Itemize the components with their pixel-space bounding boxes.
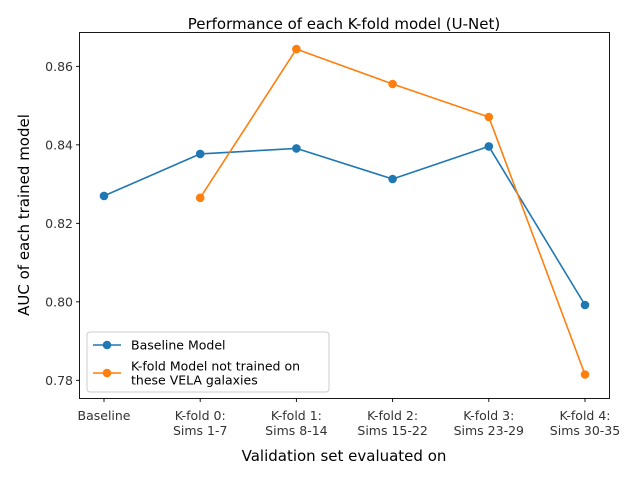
data-point: [388, 174, 397, 184]
data-point: [292, 44, 301, 54]
chart-title: Performance of each K-fold model (U-Net): [188, 15, 500, 33]
legend-entry-label: K-fold Model not trained on these VELA ga…: [131, 359, 300, 388]
data-point: [195, 193, 205, 203]
data-point: [195, 149, 205, 159]
y-tick-label: 0.86: [45, 59, 73, 74]
legend-entry-label: Baseline Model: [131, 338, 226, 353]
legend-marker: [102, 340, 112, 350]
x-axis-title: Validation set evaluated on: [242, 447, 447, 465]
data-point: [580, 370, 590, 379]
y-tick-label: 0.84: [45, 137, 73, 152]
legend-box: [86, 331, 330, 393]
y-axis-title: AUC of each trained model: [15, 114, 33, 316]
x-tick-label: K-fold 3: Sims 23-29: [454, 408, 524, 438]
legend-marker: [102, 368, 112, 378]
data-point: [99, 191, 109, 201]
x-tick-label: K-fold 2: Sims 15-22: [357, 408, 427, 438]
y-tick-label: 0.80: [45, 294, 73, 309]
x-tick-label: K-fold 0: Sims 1-7: [173, 408, 228, 438]
data-point: [484, 142, 494, 151]
series-1: [99, 142, 590, 310]
x-tick-label: K-fold 1: Sims 8-14: [265, 408, 327, 438]
x-axis: Baseline K-fold 0: Sims 1-7 K-fold 1: Sims 8…: [78, 398, 620, 438]
y-tick-label: 0.82: [45, 216, 73, 231]
data-point: [580, 300, 590, 310]
x-tick-label: Baseline: [78, 408, 131, 423]
series-2: [195, 44, 590, 379]
y-axis: 0.78 0.80 0.82 0.84 0.86: [45, 59, 80, 388]
x-tick-label: K-fold 4: Sims 30-35: [550, 408, 620, 438]
data-point: [484, 112, 494, 122]
y-tick-label: 0.78: [45, 373, 73, 388]
legend: Baseline Model K-fold Model not trained o…: [86, 331, 330, 393]
data-point: [292, 144, 301, 153]
data-point: [388, 79, 397, 89]
series-layer: [99, 44, 590, 379]
series-line: [103, 145, 586, 306]
plot-area: [79, 32, 610, 399]
axes-frame: [79, 32, 610, 399]
